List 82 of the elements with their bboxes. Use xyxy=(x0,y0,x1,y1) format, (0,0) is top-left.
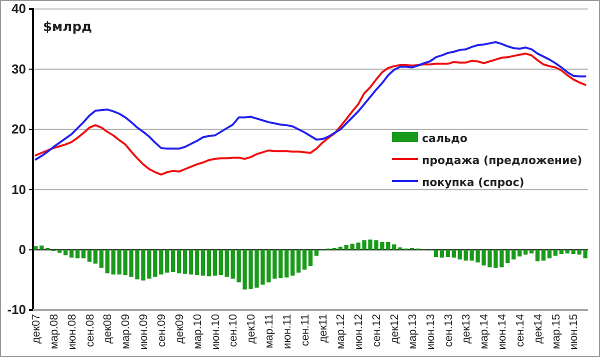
bar xyxy=(182,250,188,274)
x-tick-label: мар.15 xyxy=(550,314,562,350)
bar xyxy=(398,247,402,250)
line-series xyxy=(34,52,586,176)
legend-label: сальдо xyxy=(422,132,468,145)
bar xyxy=(290,250,295,276)
x-tick-label: июн.10 xyxy=(210,314,222,350)
x-tick-label: дек11 xyxy=(317,314,330,343)
x-tick-label: сен.10 xyxy=(228,314,240,347)
x-tick-label: дек10 xyxy=(246,314,258,344)
x-tick-label: сен.08 xyxy=(84,314,96,347)
bar xyxy=(194,250,200,276)
bar xyxy=(200,250,206,276)
bar xyxy=(165,250,170,273)
x-tick-label: июн.09 xyxy=(138,314,150,350)
bar xyxy=(518,250,522,256)
bar xyxy=(565,250,570,254)
bar xyxy=(338,246,342,250)
y-tick-label: -10 xyxy=(7,302,26,318)
bar xyxy=(278,250,283,278)
bar xyxy=(99,250,104,268)
bar xyxy=(547,250,552,258)
x-tick-label: дек09 xyxy=(174,314,186,344)
bar xyxy=(296,250,301,273)
y-tick-label: 0 xyxy=(18,242,26,257)
y-tick-label: 20 xyxy=(12,122,26,137)
bar xyxy=(93,250,98,264)
bar xyxy=(434,250,438,258)
x-tick-label: мар.08 xyxy=(48,314,60,350)
bar xyxy=(188,250,194,274)
legend-label: покупка (спрос) xyxy=(422,176,524,189)
bar xyxy=(452,250,456,258)
x-tick-label: июн.12 xyxy=(353,314,366,350)
y-tick-label: 10 xyxy=(12,182,26,197)
legend-label: продажа (предложение) xyxy=(422,154,582,167)
bar xyxy=(218,250,223,276)
bar xyxy=(87,250,92,262)
x-tick-label: июн.13 xyxy=(424,314,437,350)
x-tick-label: июн.14 xyxy=(496,314,509,350)
bar xyxy=(302,250,307,270)
x-tick-label: дек07 xyxy=(30,314,43,344)
x-tick-label: мар.14 xyxy=(478,314,491,350)
bar xyxy=(308,250,313,266)
x-tick-label: июн.15 xyxy=(568,314,580,350)
bar xyxy=(171,250,176,272)
bar xyxy=(314,250,319,256)
y-tick-label: 40 xyxy=(12,1,26,16)
y-axis-title: $млрд xyxy=(43,20,92,35)
bar xyxy=(69,250,74,258)
bar xyxy=(212,250,218,276)
x-tick-label: дек14 xyxy=(532,314,544,344)
bar xyxy=(284,250,289,278)
x-tick-label: июн.11 xyxy=(281,314,294,349)
x-tick-label: мар.11 xyxy=(264,314,276,348)
x-tick-label: дек08 xyxy=(102,314,114,344)
x-tick-label: сен.14 xyxy=(514,314,526,347)
x-tick-label: мар.13 xyxy=(406,314,419,350)
x-tick-label: сен.11 xyxy=(299,314,312,346)
bar xyxy=(206,250,212,276)
bar xyxy=(81,250,86,258)
bar xyxy=(559,250,564,254)
x-tick-label: мар.10 xyxy=(192,314,204,350)
x-tick-label: сен.12 xyxy=(371,314,384,347)
x-tick-label: мар.12 xyxy=(335,314,348,350)
bar xyxy=(176,250,182,274)
y-tick-label: 30 xyxy=(12,61,26,76)
bar xyxy=(105,250,110,274)
bar xyxy=(75,250,80,258)
x-tick-label: июн.08 xyxy=(66,314,78,350)
bar xyxy=(512,250,516,260)
bar xyxy=(446,250,450,258)
bar xyxy=(529,250,534,254)
bar xyxy=(541,250,546,261)
x-tick-label: сен.09 xyxy=(156,314,168,347)
bar xyxy=(440,250,444,258)
bar xyxy=(535,250,540,262)
x-tick-label: мар.09 xyxy=(120,314,132,350)
x-tick-label: дек12 xyxy=(388,314,401,344)
x-tick-label: сен.13 xyxy=(442,314,455,347)
bar xyxy=(57,250,62,253)
bar xyxy=(553,250,558,256)
x-tick-label: дек13 xyxy=(460,314,473,344)
